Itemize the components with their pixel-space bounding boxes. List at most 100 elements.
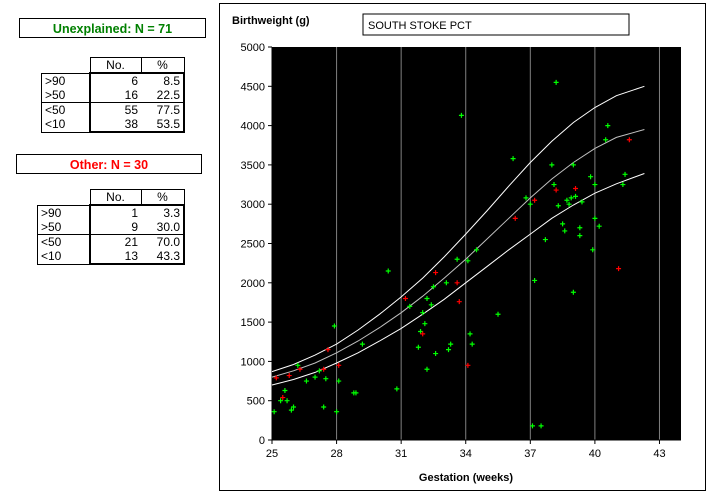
x-tick-label: 28 (330, 448, 342, 460)
x-tick-label: 25 (266, 448, 278, 460)
row-no: 38 (89, 117, 141, 133)
x-tick-label: 31 (395, 448, 407, 460)
row-label: <10 (37, 249, 90, 265)
data-point-unexplained (359, 341, 365, 347)
data-point-unexplained (430, 284, 436, 290)
data-point-unexplained (469, 341, 475, 347)
row-pct: 30.0 (141, 220, 185, 235)
data-point-unexplained (592, 182, 598, 188)
data-point-unexplained (564, 197, 570, 203)
data-point-unexplained (622, 171, 628, 177)
row-pct: 3.3 (141, 204, 185, 220)
row-no: 55 (89, 102, 141, 117)
data-point-unexplained (566, 201, 572, 207)
other-stats-table: No. % >90 1 3.3 >50 9 30.0 <50 21 70.0 <… (37, 189, 185, 265)
row-pct: 70.0 (141, 234, 185, 249)
data-point-unexplained (428, 302, 434, 308)
data-point-unexplained (603, 137, 609, 143)
data-point-other (433, 270, 439, 276)
data-point-other (626, 137, 632, 143)
x-tick-label: 40 (589, 448, 601, 460)
row-label: <50 (41, 102, 90, 117)
data-point-unexplained (573, 193, 579, 199)
data-point-unexplained (321, 404, 327, 410)
row-pct: 53.5 (141, 117, 185, 133)
table-row: >90 1 3.3 (37, 204, 185, 220)
data-point-unexplained (334, 409, 340, 415)
table-row: <50 55 77.5 (41, 102, 185, 117)
data-point-unexplained (394, 386, 400, 392)
row-no: 16 (89, 88, 141, 103)
plot-area (272, 47, 681, 440)
data-point-other (532, 197, 538, 203)
data-point-unexplained (288, 407, 294, 413)
data-point-unexplained (331, 323, 337, 329)
y-tick-label: 1000 (241, 356, 265, 368)
data-point-unexplained (446, 347, 452, 353)
y-tick-label: 5000 (241, 42, 265, 54)
row-pct: 22.5 (141, 88, 185, 103)
col-header-pct: % (140, 57, 185, 73)
table-row: <10 38 53.5 (41, 117, 185, 133)
y-tick-label: 0 (259, 435, 265, 447)
data-point-unexplained (282, 387, 288, 393)
data-point-unexplained (620, 182, 626, 188)
row-no: 1 (89, 204, 141, 220)
data-point-unexplained (271, 409, 277, 415)
data-point-unexplained (303, 378, 309, 384)
data-point-unexplained (560, 221, 566, 227)
table-row: >50 16 22.5 (41, 88, 185, 103)
unexplained-title: Unexplained: N = 71 (19, 18, 206, 38)
data-point-unexplained (448, 341, 454, 347)
data-point-unexplained (278, 398, 284, 404)
data-point-unexplained (592, 215, 598, 221)
data-point-other (420, 331, 426, 337)
data-point-unexplained (568, 195, 574, 201)
data-point-unexplained (424, 296, 430, 302)
unexplained-stats-table: No. % >90 6 8.5 >50 16 22.5 <50 55 77.5 … (41, 57, 185, 133)
data-point-other (454, 280, 460, 286)
row-label: <10 (41, 117, 90, 133)
y-tick-label: 2500 (241, 239, 265, 251)
row-label: >50 (37, 220, 90, 235)
data-point-unexplained (295, 362, 301, 368)
data-point-unexplained (570, 289, 576, 295)
table-row: >90 6 8.5 (41, 72, 185, 88)
data-point-unexplained (336, 378, 342, 384)
x-tick-label: 34 (460, 448, 472, 460)
data-point-unexplained (527, 201, 533, 207)
data-point-other (616, 266, 622, 272)
data-point-unexplained (495, 311, 501, 317)
y-axis-label: Birthweight (g) (232, 15, 310, 27)
y-tick-label: 4000 (241, 121, 265, 133)
data-point-unexplained (577, 233, 583, 239)
data-point-unexplained (542, 237, 548, 243)
data-point-unexplained (555, 203, 561, 209)
x-tick-label: 43 (653, 448, 665, 460)
data-point-unexplained (570, 162, 576, 168)
data-point-unexplained (284, 398, 290, 404)
data-point-unexplained (454, 256, 460, 262)
data-point-other (512, 215, 518, 221)
data-point-other (573, 185, 579, 191)
data-point-other (553, 187, 559, 193)
data-point-other (465, 362, 471, 368)
data-point-unexplained (291, 404, 297, 410)
data-point-unexplained (316, 368, 322, 374)
data-point-unexplained (510, 156, 516, 162)
data-point-unexplained (549, 162, 555, 168)
data-point-unexplained (532, 277, 538, 283)
data-point-unexplained (312, 374, 318, 380)
row-pct: 8.5 (141, 72, 185, 88)
row-no: 21 (89, 234, 141, 249)
row-pct: 77.5 (141, 102, 185, 117)
data-point-other (321, 366, 327, 372)
data-point-unexplained (467, 331, 473, 337)
data-point-unexplained (562, 228, 568, 234)
y-tick-label: 500 (247, 396, 265, 408)
data-point-other (297, 366, 303, 372)
data-point-other (280, 395, 286, 401)
data-point-unexplained (433, 351, 439, 357)
data-point-unexplained (579, 199, 585, 205)
